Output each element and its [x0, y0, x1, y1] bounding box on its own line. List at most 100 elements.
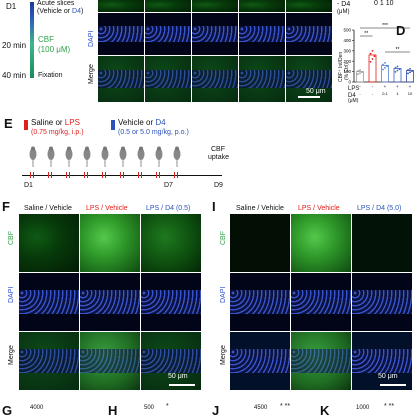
timeline-40min: 40 min	[2, 71, 27, 80]
d-bar-2	[381, 64, 389, 83]
panel-letter-i: I	[212, 199, 216, 214]
lps-dose-tick	[102, 172, 103, 178]
d4-dose-tick	[123, 172, 124, 178]
i-col-1: Saline / Vehicle	[236, 205, 284, 212]
f-dapi-saline	[19, 273, 79, 331]
f-row-merge: Merge	[8, 345, 15, 365]
d4-dose-tick	[159, 172, 160, 178]
f-cbf-saline	[19, 214, 79, 272]
scale-bar-i	[380, 384, 406, 386]
d-top-d4-unit: (μM)	[337, 9, 350, 15]
lps-dose-tick	[138, 172, 139, 178]
i-dapi-saline	[230, 273, 290, 331]
d4-dose-tick	[69, 172, 70, 178]
i-merge-lps	[291, 332, 351, 390]
d-bar-1	[368, 54, 377, 83]
c-dapi-4	[239, 13, 285, 55]
d-sig-0: **	[364, 31, 368, 37]
c-cbf-5	[286, 0, 332, 12]
d-ytick-label-0: 0	[348, 80, 351, 85]
mouse-icon	[154, 146, 164, 167]
d-point-2-1	[384, 66, 386, 69]
d-d4-val-3: 1	[396, 91, 399, 96]
d-point-0-1	[359, 72, 361, 75]
d4-dose-tick	[87, 172, 88, 178]
d-bar-3	[393, 68, 402, 83]
d-ylabel-2: (% Ctrl)	[344, 63, 350, 80]
d-d4-val-1: -	[372, 91, 374, 96]
d-ytick-label-1: 100	[343, 69, 351, 74]
d-d4-val-0: -	[359, 91, 361, 96]
panel-letter-h: H	[108, 403, 118, 418]
timeline-bar	[30, 2, 34, 78]
row-label-dapi-c: DAPI	[88, 30, 95, 47]
d-ytick-label-2: 200	[343, 59, 351, 64]
panel-letter-g: G	[2, 403, 13, 418]
d-point-3-1	[396, 69, 399, 72]
d-point-3-4	[396, 65, 399, 68]
d-top-d4-label: - D4	[337, 1, 351, 8]
c-dapi-1	[98, 13, 144, 55]
d-point-3-2	[398, 68, 401, 71]
c-dapi-3	[192, 13, 238, 55]
lps-dose-tick	[30, 172, 31, 178]
d-d4-label: D4	[348, 93, 356, 99]
mouse-icon	[28, 146, 38, 167]
f-col-2: LPS / Vehicle	[86, 205, 128, 212]
c-merge-4	[239, 56, 285, 102]
panel-letter-j: J	[212, 403, 220, 418]
timeline-acute-slices: Acute slices	[37, 0, 75, 7]
d-lps-label: LPS	[348, 86, 360, 92]
scale-bar-label-i: 50 μm	[378, 373, 398, 380]
d-d4-val-4: 10	[408, 91, 413, 96]
i-row-merge: Merge	[220, 345, 227, 365]
c-dapi-2	[145, 13, 191, 55]
c-cbf-1	[98, 0, 144, 12]
j-tick: 4500	[254, 405, 268, 411]
f-merge-lps	[80, 332, 140, 390]
d-point-4-2	[411, 70, 413, 73]
f-col-1: Saline / Vehicle	[24, 205, 72, 212]
d-point-0-0	[357, 73, 359, 76]
lps-dose-tick	[120, 172, 121, 178]
i-cbf-lps	[291, 214, 351, 272]
d-point-4-1	[409, 71, 411, 74]
d-point-2-0	[382, 68, 384, 71]
d-bar-4	[406, 70, 414, 83]
i-merge-d4	[352, 332, 412, 390]
c-merge-5	[286, 56, 332, 102]
d-bar-0	[356, 71, 364, 83]
i-row-dapi: DAPI	[220, 286, 227, 303]
d4-dose-tick	[141, 172, 142, 178]
lps-dose-tick	[174, 172, 175, 178]
c-merge-1	[98, 56, 144, 102]
e-cbf-uptake-1: CBF	[211, 146, 225, 153]
k-tick: 1000	[356, 405, 370, 411]
panel-letter-e: E	[4, 116, 13, 131]
i-row-cbf: CBF	[220, 231, 227, 245]
i-cbf-saline	[230, 214, 290, 272]
d-sig-1: ***	[382, 23, 388, 29]
e-day-d9: D9	[214, 182, 223, 189]
d4-dose-tick	[51, 172, 52, 178]
d-point-4-4	[409, 67, 411, 70]
d-ytick-label-5: 500	[343, 28, 351, 33]
c-merge-3	[192, 56, 238, 102]
i-merge-saline	[230, 332, 290, 390]
e-day-d7: D7	[164, 182, 173, 189]
d-d4-unit: (μM)	[348, 98, 359, 104]
mouse-icon	[118, 146, 128, 167]
i-col-2: LPS / Vehicle	[298, 205, 340, 212]
panel-letter-f: F	[2, 199, 10, 214]
d4-dose-tick	[33, 172, 34, 178]
d-d4-val-2: 0.1	[382, 91, 388, 96]
d4-dose-tick	[105, 172, 106, 178]
vehicle-d4-marker	[111, 120, 115, 130]
e-vehicle-or-d4: Vehicle or D4	[118, 118, 166, 127]
mouse-icon	[64, 146, 74, 167]
e-cbf-uptake-2: uptake	[208, 154, 230, 161]
e-d4-dose: (0.5 or 5.0 mg/kg, p.o.)	[118, 129, 189, 136]
k-sig: * **	[384, 403, 395, 410]
f-merge-d4	[141, 332, 201, 390]
lps-dose-tick	[66, 172, 67, 178]
